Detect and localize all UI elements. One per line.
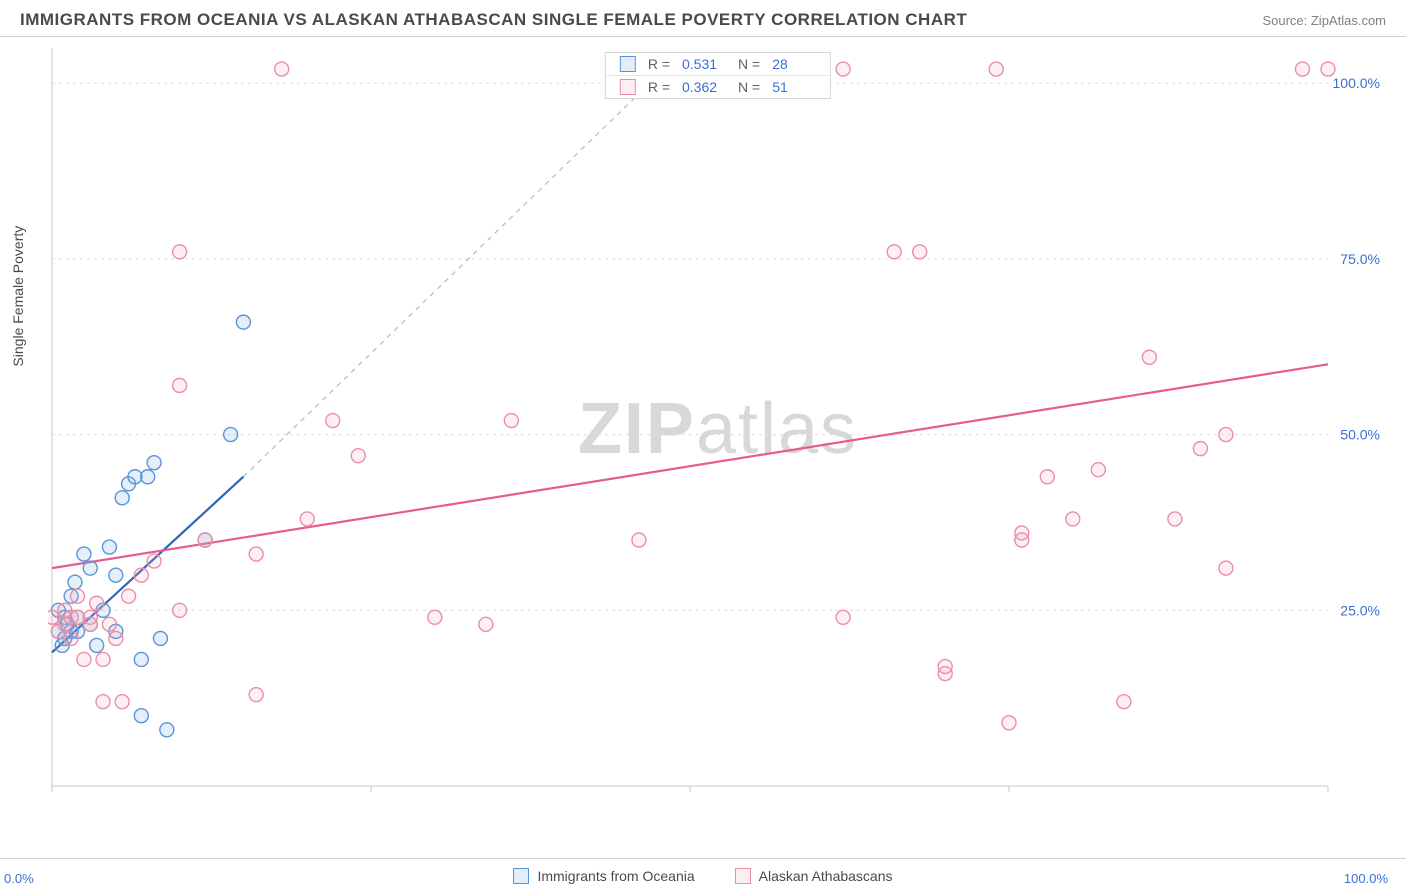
n-value: 51: [772, 79, 816, 95]
chart-area: Single Female Poverty ZIPatlas 25.0%50.0…: [48, 44, 1388, 814]
r-value: 0.362: [682, 79, 726, 95]
legend-label: Immigrants from Oceania: [537, 868, 694, 884]
scatter-plot: 25.0% 50.0% 75.0% 100.0%: [48, 44, 1388, 814]
svg-text:50.0%: 50.0%: [1340, 427, 1380, 443]
legend-top-row: R = 0.531 N = 28: [606, 53, 830, 75]
legend-bottom: 0.0% Immigrants from Oceania Alaskan Atha…: [0, 858, 1406, 892]
n-label: N =: [738, 79, 760, 95]
legend-bottom-items: Immigrants from Oceania Alaskan Athabasca…: [513, 868, 892, 884]
legend-swatch: [620, 79, 636, 95]
n-label: N =: [738, 56, 760, 72]
r-label: R =: [648, 79, 670, 95]
legend-bottom-item: Immigrants from Oceania: [513, 868, 694, 884]
legend-swatch: [513, 868, 529, 884]
legend-bottom-item: Alaskan Athabascans: [735, 868, 893, 884]
chart-source: Source: ZipAtlas.com: [1262, 13, 1386, 28]
r-label: R =: [648, 56, 670, 72]
x-axis-max-label: 100.0%: [1344, 871, 1388, 886]
svg-text:100.0%: 100.0%: [1333, 75, 1380, 91]
legend-top-row: R = 0.362 N = 51: [606, 75, 830, 98]
legend-label: Alaskan Athabascans: [759, 868, 893, 884]
y-axis-label: Single Female Poverty: [10, 226, 26, 367]
r-value: 0.531: [682, 56, 726, 72]
svg-text:75.0%: 75.0%: [1340, 251, 1380, 267]
svg-text:25.0%: 25.0%: [1340, 602, 1380, 618]
legend-top: R = 0.531 N = 28 R = 0.362 N = 51: [605, 52, 831, 99]
x-axis-min-label: 0.0%: [4, 871, 34, 886]
n-value: 28: [772, 56, 816, 72]
chart-header: IMMIGRANTS FROM OCEANIA VS ALASKAN ATHAB…: [0, 0, 1406, 37]
chart-title: IMMIGRANTS FROM OCEANIA VS ALASKAN ATHAB…: [20, 10, 967, 30]
legend-swatch: [735, 868, 751, 884]
legend-swatch: [620, 56, 636, 72]
